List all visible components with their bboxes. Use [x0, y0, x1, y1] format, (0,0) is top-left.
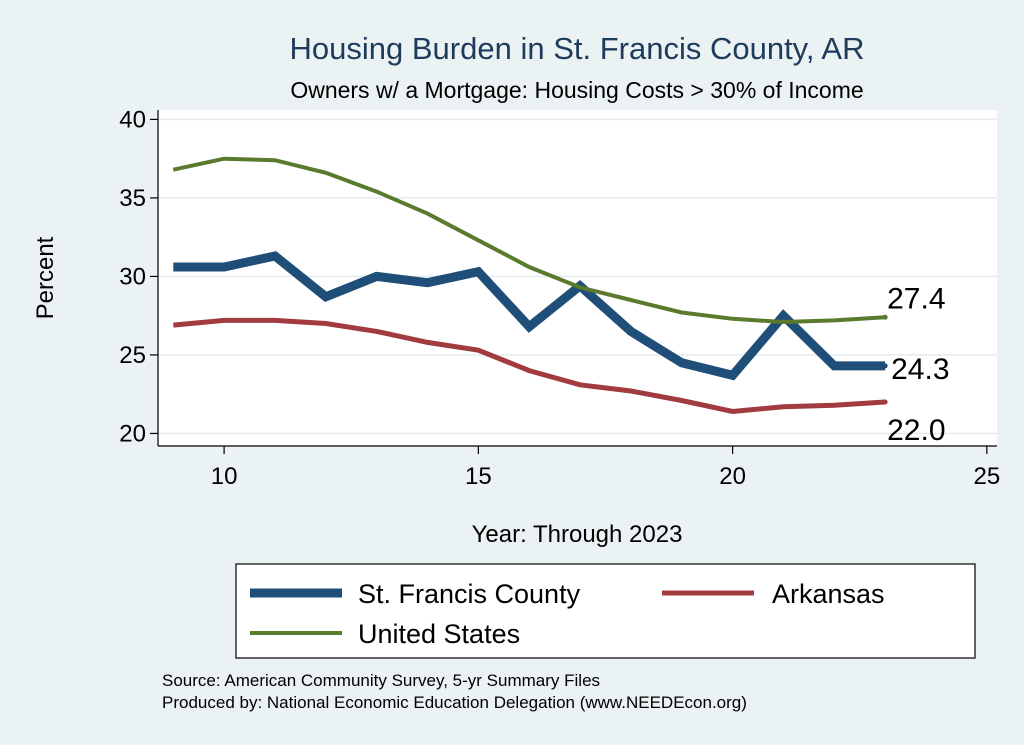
y-tick-label: 35: [119, 185, 146, 212]
x-tick-label: 15: [465, 463, 492, 490]
x-axis-label: Year: Through 2023: [472, 521, 683, 548]
legend-box: [235, 563, 976, 659]
legend-label-united-states: United States: [358, 619, 520, 649]
end-label-united-states: 27.4: [887, 282, 945, 315]
source-note: Source: American Community Survey, 5-yr …: [162, 671, 600, 690]
x-tick-label: 25: [973, 463, 1000, 490]
y-tick-label: 30: [119, 263, 146, 290]
series-line-united-states: [172, 156, 886, 325]
end-label-arkansas: 22.0: [887, 414, 945, 447]
legend-label-st-francis-county: St. Francis County: [358, 579, 581, 609]
axis-ticks: 20 25 30 35 40 10 15 20 25: [119, 106, 1000, 490]
series-lines: [172, 156, 886, 415]
end-point-st-francis-county: [882, 363, 888, 369]
end-label-st-francis-county: 24.3: [891, 353, 949, 386]
chart-title: Housing Burden in St. Francis County, AR: [290, 31, 865, 66]
legend-label-arkansas: Arkansas: [772, 579, 885, 609]
y-axis-label: Percent: [32, 236, 59, 319]
chart-subtitle: Owners w/ a Mortgage: Housing Costs > 30…: [290, 77, 863, 103]
series-line-arkansas: [173, 317, 886, 415]
y-tick-label: 25: [119, 342, 146, 369]
legend: St. Francis County Arkansas United States: [250, 579, 885, 649]
producer-note: Produced by: National Economic Education…: [162, 693, 747, 712]
x-tick-label: 10: [211, 463, 238, 490]
series-line-st-francis-county: [173, 251, 886, 381]
end-labels: 24.3 22.0 27.4: [882, 282, 950, 447]
x-tick-label: 20: [719, 463, 746, 490]
end-point-arkansas: [882, 399, 888, 405]
y-tick-label: 40: [119, 106, 146, 133]
y-tick-label: 20: [119, 420, 146, 447]
end-point-united-states: [882, 314, 888, 320]
